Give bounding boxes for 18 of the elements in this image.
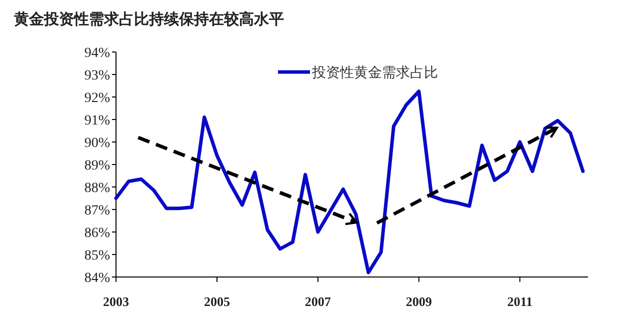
y-tick-label: 84% <box>84 271 110 286</box>
x-tick-label: 2005 <box>204 294 230 309</box>
y-tick-label: 89% <box>84 158 110 174</box>
x-tick-label: 2011 <box>507 294 532 309</box>
y-tick-label: 94% <box>84 46 110 61</box>
chart-title: 黄金投资性需求占比持续保持在较高水平 <box>13 10 284 28</box>
y-tick-label: 93% <box>84 68 110 84</box>
y-tick-label: 85% <box>84 248 110 264</box>
y-tick-label: 92% <box>84 91 110 106</box>
x-tick-label: 2009 <box>406 294 432 309</box>
y-tick-label: 87% <box>84 204 110 218</box>
x-tick-label: 2007 <box>304 294 332 309</box>
y-tick-label: 86% <box>84 226 110 241</box>
y-tick-label: 88% <box>84 181 110 196</box>
y-tick-label: 91% <box>84 114 110 128</box>
legend-label: 投资性黄金需求占比 <box>311 65 438 81</box>
y-tick-label: 90% <box>84 136 110 151</box>
x-tick-label: 2003 <box>103 294 130 309</box>
